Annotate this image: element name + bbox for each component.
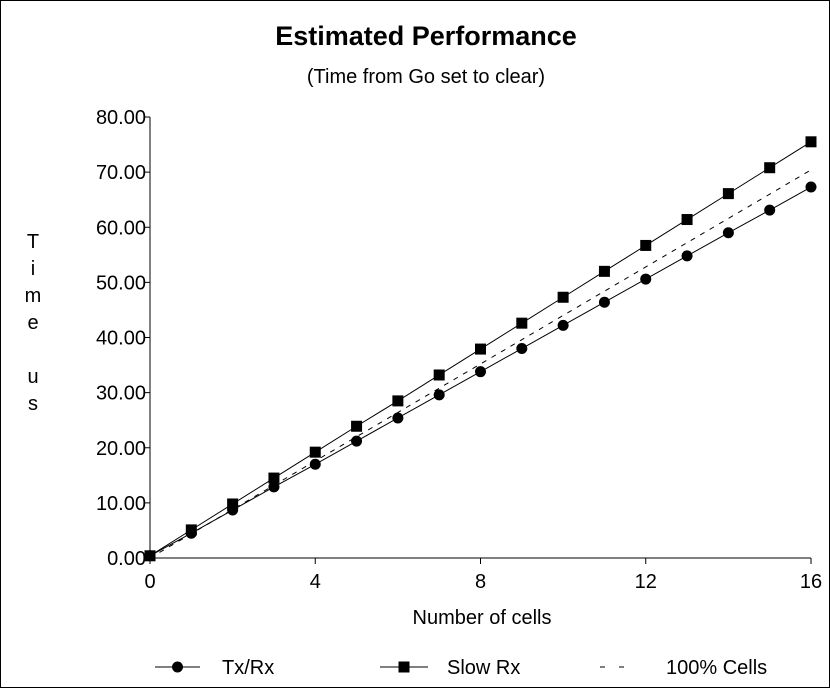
data-point xyxy=(557,319,569,331)
data-point xyxy=(185,524,197,536)
legend-item: Slow Rx xyxy=(380,657,520,679)
x-tick-label: 4 xyxy=(310,571,321,593)
y-tick-label: 20.00 xyxy=(96,438,146,460)
data-point xyxy=(722,188,734,200)
legend-item: 100% Cells xyxy=(600,657,767,679)
x-tick-label: 0 xyxy=(144,571,155,593)
legend-label: Tx/Rx xyxy=(222,657,274,679)
y-axis-label-char: s xyxy=(28,393,38,415)
y-tick-label: 50.00 xyxy=(96,272,146,294)
axes xyxy=(149,117,811,559)
x-tick-label: 8 xyxy=(475,571,486,593)
y-axis-label-char: u xyxy=(27,366,38,388)
y-tick-label: 80.00 xyxy=(96,107,146,129)
data-point xyxy=(681,250,693,262)
y-ticks: 0.00 10.00 20.00 30.00 40.00 50.00 60.00 70.00 8… xyxy=(96,107,150,570)
data-point xyxy=(598,296,610,308)
data-point xyxy=(640,273,652,285)
x-axis-label: Number of cells xyxy=(413,607,552,629)
data-point xyxy=(764,204,776,216)
data-point xyxy=(433,369,445,381)
data-point xyxy=(268,472,280,484)
data-point xyxy=(475,343,486,355)
y-axis-label-char: T xyxy=(27,231,39,253)
data-point xyxy=(144,550,156,562)
y-tick-label: 40.00 xyxy=(96,328,146,350)
legend: Tx/Rx Slow Rx 100% Cells xyxy=(155,657,767,679)
data-point xyxy=(598,265,610,277)
x-ticks: 0 4 8 12 16 xyxy=(144,558,822,593)
y-axis-label: Time us xyxy=(25,231,42,415)
y-tick-label: 60.00 xyxy=(96,217,146,239)
data-point xyxy=(640,239,652,251)
data-point xyxy=(475,366,486,378)
data-point xyxy=(351,420,363,432)
data-point xyxy=(309,446,321,458)
data-point xyxy=(392,395,404,407)
x-tick-label: 12 xyxy=(635,571,657,593)
data-point xyxy=(805,181,817,193)
data-point xyxy=(392,412,404,424)
y-axis-label-char: m xyxy=(25,285,42,307)
y-axis-label-char: i xyxy=(31,258,35,280)
data-point xyxy=(681,214,693,226)
data-point xyxy=(433,389,445,401)
chart-subtitle: (Time from Go set to clear) xyxy=(307,66,545,88)
series-0 xyxy=(144,181,817,562)
legend-item: Tx/Rx xyxy=(155,657,274,679)
legend-swatch-marker xyxy=(398,661,410,673)
legend-swatch-marker xyxy=(172,661,183,673)
data-point xyxy=(764,162,776,174)
series-layer xyxy=(144,136,817,562)
data-point xyxy=(805,136,817,148)
y-tick-label: 0.00 xyxy=(107,548,146,570)
data-point xyxy=(227,498,239,510)
chart-title: Estimated Performance xyxy=(275,21,577,51)
data-point xyxy=(309,458,321,470)
legend-label: Slow Rx xyxy=(447,657,520,679)
data-point xyxy=(516,343,528,355)
series-1 xyxy=(144,136,817,562)
y-tick-label: 70.00 xyxy=(96,162,146,184)
y-tick-label: 10.00 xyxy=(96,493,146,515)
y-tick-label: 30.00 xyxy=(96,383,146,405)
data-point xyxy=(557,291,569,303)
y-axis-label-char: e xyxy=(27,312,38,334)
data-point xyxy=(351,435,363,447)
series-line xyxy=(149,169,812,559)
legend-label: 100% Cells xyxy=(666,657,767,679)
series-2 xyxy=(149,169,812,559)
data-point xyxy=(516,317,528,329)
x-tick-label: 16 xyxy=(800,571,822,593)
data-point xyxy=(722,227,734,239)
